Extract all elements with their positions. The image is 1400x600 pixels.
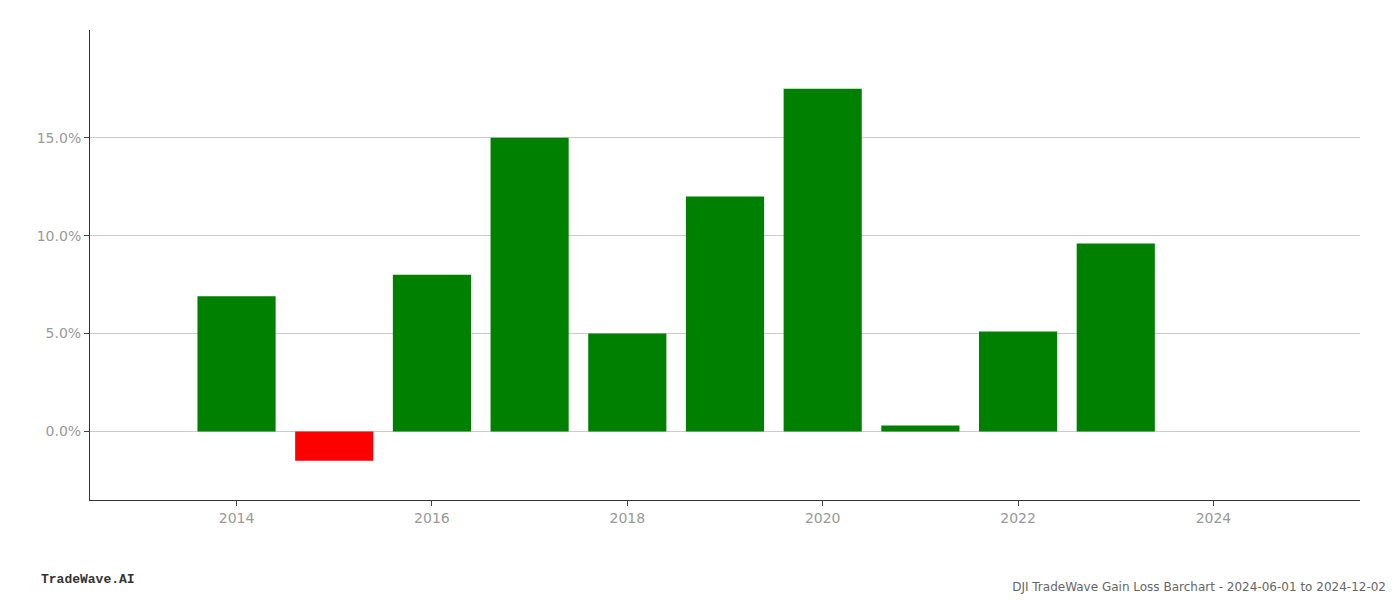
svg-text:2016: 2016 bbox=[414, 510, 450, 526]
svg-text:2022: 2022 bbox=[1000, 510, 1036, 526]
svg-text:2018: 2018 bbox=[609, 510, 645, 526]
svg-text:10.0%: 10.0% bbox=[37, 228, 81, 244]
svg-text:2024: 2024 bbox=[1196, 510, 1232, 526]
svg-text:2020: 2020 bbox=[805, 510, 841, 526]
svg-text:2014: 2014 bbox=[219, 510, 255, 526]
svg-text:0.0%: 0.0% bbox=[46, 423, 82, 439]
svg-text:TradeWave.AI: TradeWave.AI bbox=[41, 572, 135, 587]
svg-text:5.0%: 5.0% bbox=[46, 325, 82, 341]
svg-text:DJI TradeWave Gain Loss Barcha: DJI TradeWave Gain Loss Barchart - 2024-… bbox=[1012, 580, 1386, 594]
svg-text:15.0%: 15.0% bbox=[37, 130, 81, 146]
